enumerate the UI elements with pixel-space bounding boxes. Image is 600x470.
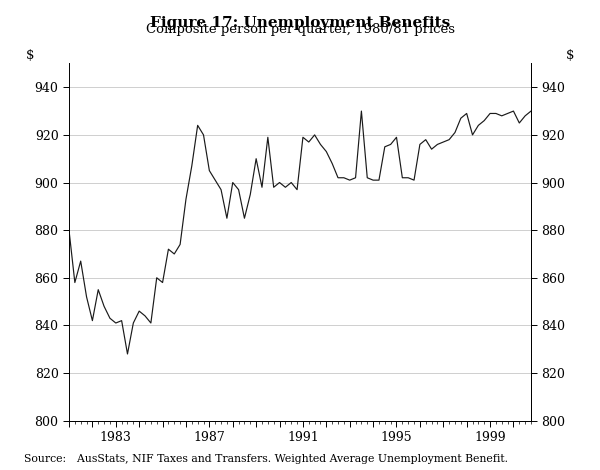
Title: Composite person per quarter, 1980/81 prices: Composite person per quarter, 1980/81 pr… xyxy=(146,23,455,36)
Text: $: $ xyxy=(566,49,575,62)
Text: Source: AusStats, NIF Taxes and Transfers. Weighted Average Unemployment Benefit: Source: AusStats, NIF Taxes and Transfer… xyxy=(24,454,508,464)
Text: Figure 17: Unemployment Benefits: Figure 17: Unemployment Benefits xyxy=(150,16,450,31)
Text: $: $ xyxy=(25,49,34,62)
